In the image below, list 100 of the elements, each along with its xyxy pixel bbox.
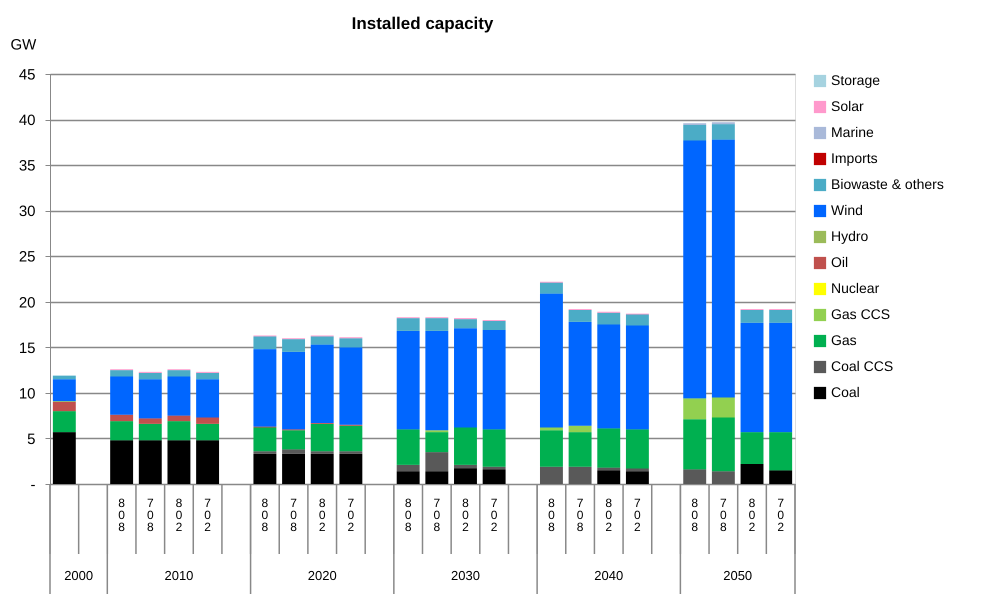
bar	[540, 294, 563, 428]
bar	[339, 454, 362, 484]
bar	[110, 421, 134, 440]
bar	[683, 469, 706, 484]
bar	[425, 471, 448, 484]
bar	[167, 376, 190, 416]
bar	[253, 336, 276, 350]
bar	[683, 419, 706, 470]
legend-label: Coal	[831, 384, 860, 400]
y-tick-label: 20	[18, 294, 36, 312]
legend-label: Solar	[831, 98, 864, 114]
bar	[138, 372, 162, 380]
bar	[454, 428, 477, 465]
y-tick-label: 45	[18, 66, 36, 84]
legend-label: Hydro	[831, 228, 869, 244]
bar	[597, 324, 620, 428]
bar	[196, 379, 220, 418]
x-tick-label: 802	[318, 496, 326, 534]
bar	[712, 397, 735, 418]
x-tick-label: 708	[146, 496, 154, 534]
bar	[52, 411, 76, 432]
bar	[425, 330, 448, 430]
legend-label: Wind	[831, 202, 863, 218]
x-tick-label: 708	[720, 496, 728, 534]
bar	[253, 349, 276, 427]
bar	[310, 344, 334, 423]
bar	[310, 451, 334, 454]
bar	[597, 312, 620, 325]
x-tick-label: 808	[262, 496, 269, 534]
bar	[626, 325, 649, 430]
x-tick-label: 808	[691, 496, 698, 534]
bar	[167, 370, 190, 376]
bar	[769, 432, 792, 470]
bar	[282, 352, 306, 430]
bar	[52, 376, 76, 380]
x-tick-label: 702	[490, 496, 498, 534]
y-tick-label: 10	[18, 385, 36, 402]
bar	[482, 429, 506, 467]
bar	[253, 428, 276, 452]
bar	[167, 421, 190, 440]
bar	[138, 424, 162, 440]
bar	[568, 432, 592, 467]
y-tick-label: 30	[18, 203, 36, 220]
bar	[626, 468, 649, 472]
bar	[740, 464, 764, 484]
bar	[110, 414, 134, 422]
bar	[310, 454, 334, 484]
bar	[310, 336, 334, 345]
legend-label: Nuclear	[831, 280, 880, 296]
bar	[282, 449, 306, 454]
y-tick-label: 5	[27, 430, 36, 448]
bar	[769, 322, 792, 432]
text: 2050	[723, 568, 752, 583]
bar	[282, 339, 306, 352]
x-tick-label: 702	[634, 496, 642, 534]
bar	[769, 470, 792, 484]
x-tick-label: 802	[605, 496, 612, 534]
legend-label: Gas	[831, 332, 857, 348]
bar	[597, 468, 620, 470]
legend-label: Biowaste & others	[831, 176, 944, 192]
bar	[568, 322, 592, 426]
bar	[253, 451, 276, 454]
bar	[138, 418, 162, 424]
x-tick-label: 808	[404, 496, 412, 534]
text: 2030	[451, 568, 480, 583]
text: 2020	[308, 568, 337, 583]
bar	[683, 125, 706, 141]
bar	[196, 424, 220, 440]
bar	[196, 440, 220, 484]
bar	[540, 282, 563, 294]
bar	[138, 379, 162, 418]
bar	[712, 471, 735, 484]
bar	[740, 322, 764, 432]
text: 2010	[164, 568, 194, 583]
bar	[454, 464, 477, 469]
bar	[339, 347, 362, 425]
bar	[454, 468, 477, 484]
legend-label: Oil	[831, 254, 848, 270]
bar	[597, 428, 620, 468]
bar	[282, 430, 306, 450]
bar	[52, 379, 76, 402]
bar	[138, 440, 162, 484]
x-tick-label: 808	[548, 496, 556, 534]
bar	[740, 432, 764, 464]
bar	[626, 429, 649, 469]
bar	[683, 140, 706, 398]
bar	[740, 310, 764, 323]
bar	[482, 466, 506, 470]
x-tick-label: 702	[348, 496, 355, 534]
bar	[396, 471, 420, 484]
bar	[110, 440, 134, 484]
x-tick-label: 708	[433, 496, 440, 534]
bar	[712, 124, 735, 140]
bar	[425, 452, 448, 472]
text: 2000	[64, 568, 94, 583]
legend-label: Marine	[831, 124, 874, 140]
bar	[339, 451, 362, 454]
bar	[339, 338, 362, 348]
bar	[712, 417, 735, 472]
bar	[52, 432, 76, 484]
